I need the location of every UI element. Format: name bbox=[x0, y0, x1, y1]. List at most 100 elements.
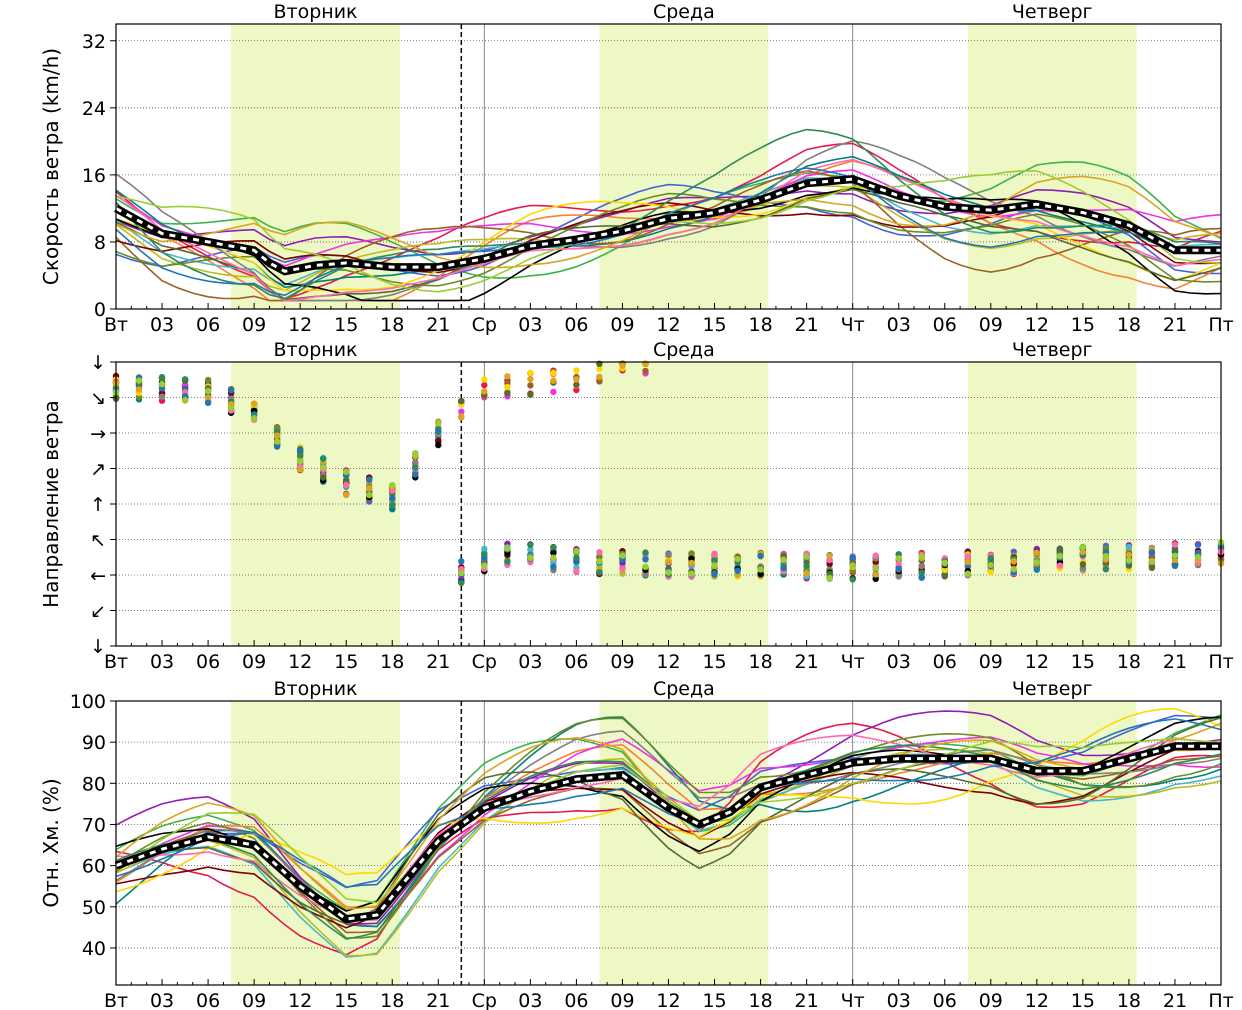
day-label: Вторник bbox=[273, 678, 357, 700]
x-tick-label: 06 bbox=[564, 651, 588, 673]
y-axis-label: Скорость ветра (km/h) bbox=[39, 48, 63, 285]
direction-point bbox=[297, 466, 304, 473]
direction-point bbox=[711, 557, 718, 564]
direction-point bbox=[941, 573, 948, 580]
direction-point bbox=[872, 571, 879, 578]
day-label: Вторник bbox=[273, 1, 357, 23]
direction-point bbox=[273, 438, 281, 445]
direction-point bbox=[481, 388, 488, 395]
direction-point bbox=[573, 548, 580, 555]
x-tick-label: 03 bbox=[887, 314, 911, 336]
direction-point bbox=[297, 452, 304, 459]
x-tick-label: 15 bbox=[702, 651, 726, 673]
direction-point bbox=[204, 387, 212, 395]
ensemble-member-line bbox=[115, 748, 1222, 957]
direction-point bbox=[665, 558, 672, 566]
direction-point bbox=[757, 570, 764, 578]
direction-point bbox=[596, 553, 603, 561]
x-tick-label: 06 bbox=[933, 651, 957, 673]
direction-point bbox=[204, 399, 212, 406]
x-tick-label: Ср bbox=[472, 651, 497, 673]
direction-point bbox=[250, 415, 258, 422]
direction-point bbox=[872, 564, 879, 572]
x-tick-label: 12 bbox=[1025, 314, 1049, 336]
direction-point bbox=[481, 555, 488, 562]
x-tick-label: Вт bbox=[104, 314, 128, 336]
ensemble-member-line bbox=[115, 734, 1222, 921]
direction-point bbox=[435, 419, 442, 427]
direction-point bbox=[504, 545, 511, 552]
y-tick-label: 80 bbox=[82, 773, 106, 795]
x-tick-label: 18 bbox=[1117, 651, 1141, 673]
direction-point bbox=[688, 570, 695, 577]
x-tick-label: Ср bbox=[472, 314, 497, 336]
direction-point bbox=[366, 476, 373, 483]
y-axis-label: Направление ветра bbox=[39, 400, 63, 608]
direction-point bbox=[688, 555, 695, 562]
x-tick-label: 06 bbox=[933, 314, 957, 336]
direction-point bbox=[297, 458, 304, 465]
direction-point bbox=[412, 450, 419, 458]
direction-point bbox=[550, 554, 557, 561]
direction-point bbox=[918, 562, 925, 570]
x-tick-label: 18 bbox=[1117, 314, 1141, 336]
day-label: Среда bbox=[653, 339, 715, 361]
y-tick-label: 16 bbox=[82, 165, 106, 187]
direction-point bbox=[619, 566, 626, 573]
direction-point bbox=[527, 369, 534, 377]
direction-point bbox=[941, 566, 948, 574]
x-tick-label: 21 bbox=[795, 314, 819, 336]
x-tick-label: 21 bbox=[795, 990, 819, 1010]
x-tick-label: 09 bbox=[610, 651, 634, 673]
y-tick-label: 32 bbox=[82, 31, 106, 53]
y-tick-label: 0 bbox=[94, 299, 106, 321]
direction-point bbox=[389, 482, 396, 489]
direction-point bbox=[964, 570, 971, 577]
direction-point bbox=[366, 491, 373, 499]
direction-point bbox=[780, 556, 787, 563]
humidity-panel: 40 50 60 70 80 90 100 Отн. Хм. (%) Вт 03 06 09 12 15 1… bbox=[39, 678, 1234, 1010]
direction-point bbox=[343, 477, 350, 484]
direction-point bbox=[872, 552, 879, 559]
day-label: Четверг bbox=[1012, 678, 1093, 700]
direction-point bbox=[665, 551, 672, 559]
ensemble-member-line bbox=[115, 167, 1222, 297]
direction-point bbox=[872, 575, 879, 582]
x-tick-label: 18 bbox=[380, 314, 404, 336]
direction-point bbox=[181, 396, 189, 404]
direction-point bbox=[550, 544, 557, 551]
direction-point bbox=[711, 551, 718, 558]
direction-point bbox=[573, 376, 580, 383]
direction-point bbox=[273, 432, 281, 439]
x-tick-label: 18 bbox=[380, 651, 404, 673]
direction-point bbox=[619, 552, 626, 559]
y-tick-label: ↖ bbox=[90, 530, 106, 552]
direction-point bbox=[458, 558, 465, 565]
x-tick-label: 12 bbox=[288, 990, 312, 1010]
direction-point bbox=[158, 374, 166, 381]
direction-point bbox=[918, 574, 925, 581]
direction-point bbox=[1010, 565, 1017, 573]
y-axis-label: Отн. Хм. (%) bbox=[39, 778, 63, 907]
direction-point bbox=[1079, 548, 1087, 556]
daylight-band bbox=[967, 24, 1137, 309]
direction-point bbox=[573, 386, 580, 394]
x-tick-label: 06 bbox=[196, 990, 220, 1010]
x-tick-label: 21 bbox=[1163, 651, 1187, 673]
direction-point bbox=[504, 373, 511, 380]
day-label: Среда bbox=[653, 678, 715, 700]
direction-point bbox=[757, 552, 764, 560]
direction-point bbox=[458, 408, 465, 415]
x-tick-label: 09 bbox=[979, 314, 1003, 336]
x-tick-label: 21 bbox=[1163, 990, 1187, 1010]
direction-point bbox=[458, 413, 465, 420]
x-tick-label: 15 bbox=[1071, 651, 1095, 673]
direction-point bbox=[1010, 558, 1017, 565]
x-tick-label: 03 bbox=[518, 314, 542, 336]
direction-point bbox=[458, 569, 465, 577]
direction-point bbox=[596, 549, 603, 556]
direction-point bbox=[642, 367, 649, 375]
ensemble-member-line bbox=[115, 158, 1222, 302]
direction-point bbox=[550, 377, 557, 384]
y-tick-label: ← bbox=[90, 565, 106, 587]
